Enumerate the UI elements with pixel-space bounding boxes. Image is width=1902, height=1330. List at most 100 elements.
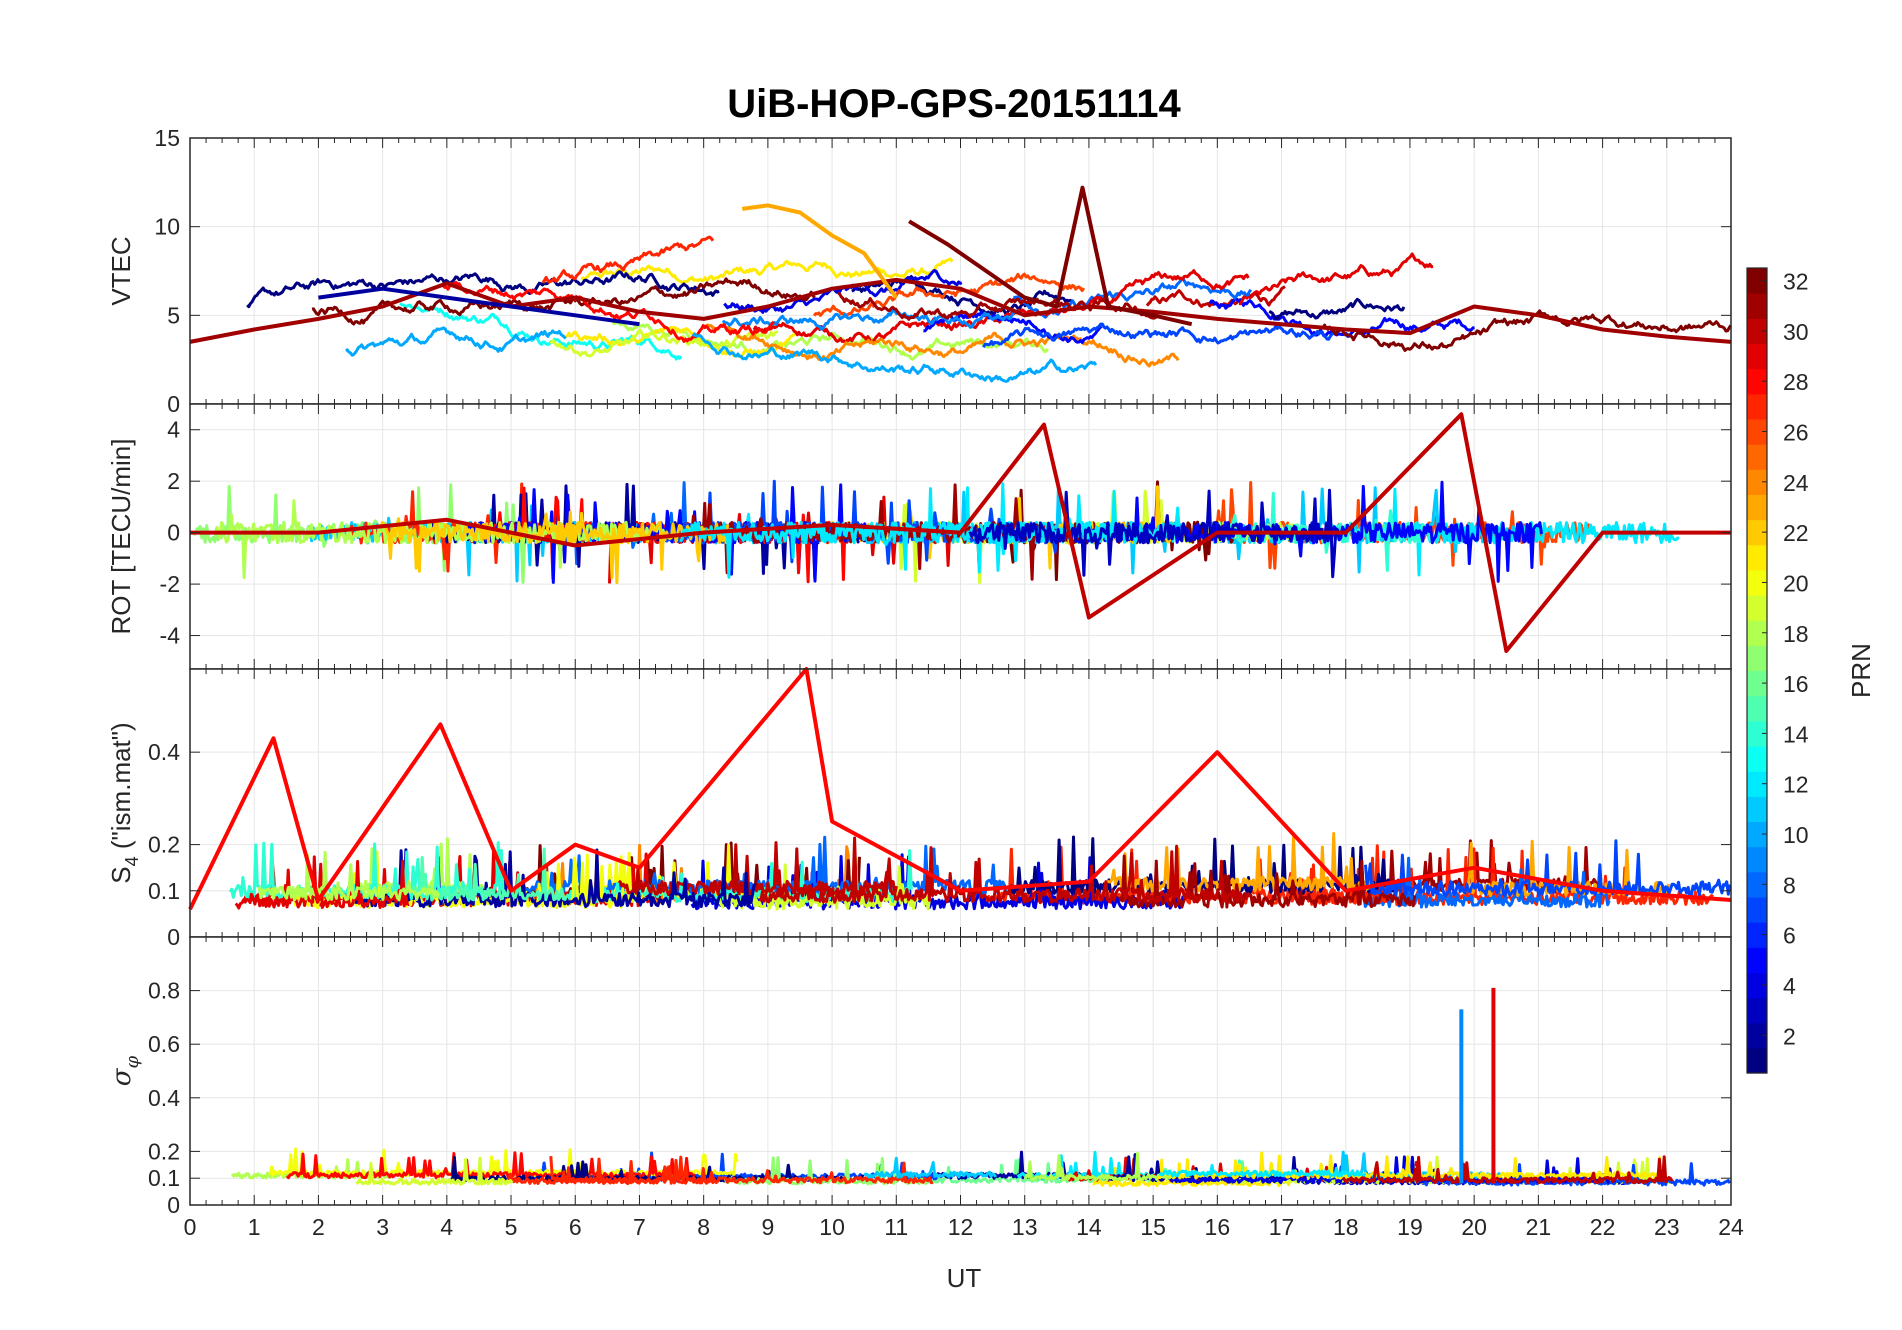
y-tick-label: -4	[160, 623, 181, 649]
trace-prn-30	[759, 844, 1251, 904]
trace-prn-2	[354, 848, 756, 909]
colorbar-segment	[1747, 595, 1767, 621]
x-ticks	[189, 937, 1732, 1205]
colorbar-segment	[1747, 1047, 1767, 1074]
colorbar-segment	[1747, 1022, 1767, 1049]
trace-prn-27	[549, 1155, 934, 1185]
colorbar-tick-label: 2	[1783, 1023, 1796, 1049]
series-prn-23	[741, 203, 898, 299]
colorbar-segment	[1747, 871, 1767, 898]
y-tick-label: 0.8	[148, 978, 180, 1004]
trace-prn-31	[1118, 854, 1417, 909]
y-tick-label: 0	[167, 924, 180, 950]
colorbar-segment	[1747, 947, 1767, 973]
x-tick-label: 21	[1526, 1214, 1552, 1240]
colorbar-tick-label: 8	[1783, 872, 1796, 898]
x-tick-label: 17	[1269, 1214, 1295, 1240]
series-prn-30	[190, 412, 1731, 653]
y-tick-label: 0.4	[148, 1085, 180, 1111]
colorbar-segment	[1747, 771, 1767, 797]
colorbar-segment	[1747, 896, 1767, 923]
colorbar-segment	[1747, 343, 1767, 370]
x-axis-label: UT	[947, 1263, 982, 1293]
y-tick-label: 0	[167, 391, 180, 417]
trace-prn-7	[1364, 839, 1732, 898]
colorbar-segment	[1747, 318, 1767, 345]
trace-prn-7	[982, 322, 1337, 348]
trace-prn-1	[1268, 297, 1406, 321]
series-prn-32	[908, 185, 1193, 327]
colorbar-segment	[1747, 469, 1767, 496]
y-tick-label: -2	[160, 571, 180, 597]
panel-s4: 0 0.1 0.2 0.4S4 ("ism.mat")	[106, 667, 1732, 950]
colorbar-segment	[1747, 519, 1767, 546]
y-tick-label: 0	[167, 520, 180, 546]
colorbar-segment	[1747, 796, 1767, 823]
y-tick-label: 15	[154, 125, 180, 151]
trace-prn-19	[355, 1156, 514, 1186]
series	[189, 185, 1732, 344]
trace-prn-18	[1023, 1152, 1177, 1182]
x-tick-label: 2	[312, 1214, 325, 1240]
y-tick-label: 0	[167, 1192, 180, 1218]
x-ticks	[189, 138, 1732, 404]
trace-prn-30	[617, 836, 898, 897]
colorbar-frame	[1746, 267, 1768, 1074]
trace-prn-11	[863, 1156, 998, 1179]
trace-prn-21	[580, 257, 954, 285]
y-tick-label: 0.1	[148, 1165, 180, 1191]
colorbar-tick-label: 30	[1783, 319, 1809, 345]
x-tick-label: 14	[1076, 1214, 1102, 1240]
colorbar-segment	[1747, 293, 1767, 319]
trace-prn-18	[257, 850, 441, 902]
y-axis-label: σφ	[107, 1055, 143, 1086]
colorbar-segment	[1747, 368, 1767, 395]
trace-prn-21	[1092, 1158, 1291, 1188]
x-tick-label: 22	[1590, 1214, 1616, 1240]
y-tick-label: 0.2	[148, 1138, 180, 1164]
colorbar-label: PRN	[1846, 643, 1876, 698]
trace-prn-31	[837, 291, 1159, 321]
x-tick-label: 0	[184, 1214, 197, 1240]
colorbar-segment	[1747, 494, 1767, 521]
x-tick-label: 18	[1333, 1214, 1359, 1240]
colorbar-segment	[1747, 997, 1767, 1024]
colorbar-tick-label: 16	[1783, 671, 1809, 697]
x-tick-label: 6	[569, 1214, 582, 1240]
x-tick-label: 7	[633, 1214, 646, 1240]
colorbar-segment	[1747, 922, 1767, 948]
colorbar-segment	[1747, 846, 1767, 873]
colorbar-segment	[1747, 544, 1767, 571]
x-tick-label: 24	[1718, 1214, 1744, 1240]
x-tick-label: 16	[1205, 1214, 1231, 1240]
trace-texture	[230, 1147, 1732, 1188]
colorbar-tick-label: 4	[1783, 973, 1796, 999]
trace-prn-10	[691, 332, 1098, 383]
x-tick-label: 4	[440, 1214, 453, 1240]
y-axis-label: ROT [TECU/min]	[106, 439, 136, 635]
panel-vtec: 0 5 10 15 VTEC	[106, 125, 1733, 417]
y-tick-labels: 0 5 10 15	[154, 125, 1731, 417]
trace-prn-26	[812, 272, 1086, 318]
y-tick-labels: -4 -2 0 2 4	[160, 417, 1731, 649]
y-tick-labels: 0 0.1 0.2 0.4	[148, 739, 1731, 950]
series-prn-31	[189, 277, 1732, 344]
x-tick-label: 23	[1654, 1214, 1680, 1240]
colorbar-segment	[1747, 745, 1767, 772]
trace-prn-10	[345, 326, 567, 357]
y-axis-label: VTEC	[106, 236, 136, 305]
x-tick-label: 19	[1397, 1214, 1423, 1240]
colorbar-segment	[1747, 444, 1767, 470]
y-tick-label: 0.6	[148, 1031, 180, 1057]
x-ticks	[189, 669, 1732, 937]
trace-prn-28	[441, 280, 775, 343]
trace-prn-12	[1158, 1166, 1367, 1178]
x-tick-labels: 0 1 2 3 4 5 6 7 8 9 10 11 12 13 14 15 16 17 18 19 20 21 22 23 24	[184, 1214, 1744, 1240]
trace-prn-30	[1342, 1155, 1674, 1185]
trace-prn-1	[246, 270, 720, 309]
colorbar-tick-label: 10	[1783, 822, 1809, 848]
colorbar-segment	[1747, 569, 1767, 596]
x-tick-label: 5	[505, 1214, 518, 1240]
colorbar-segment	[1747, 972, 1767, 999]
